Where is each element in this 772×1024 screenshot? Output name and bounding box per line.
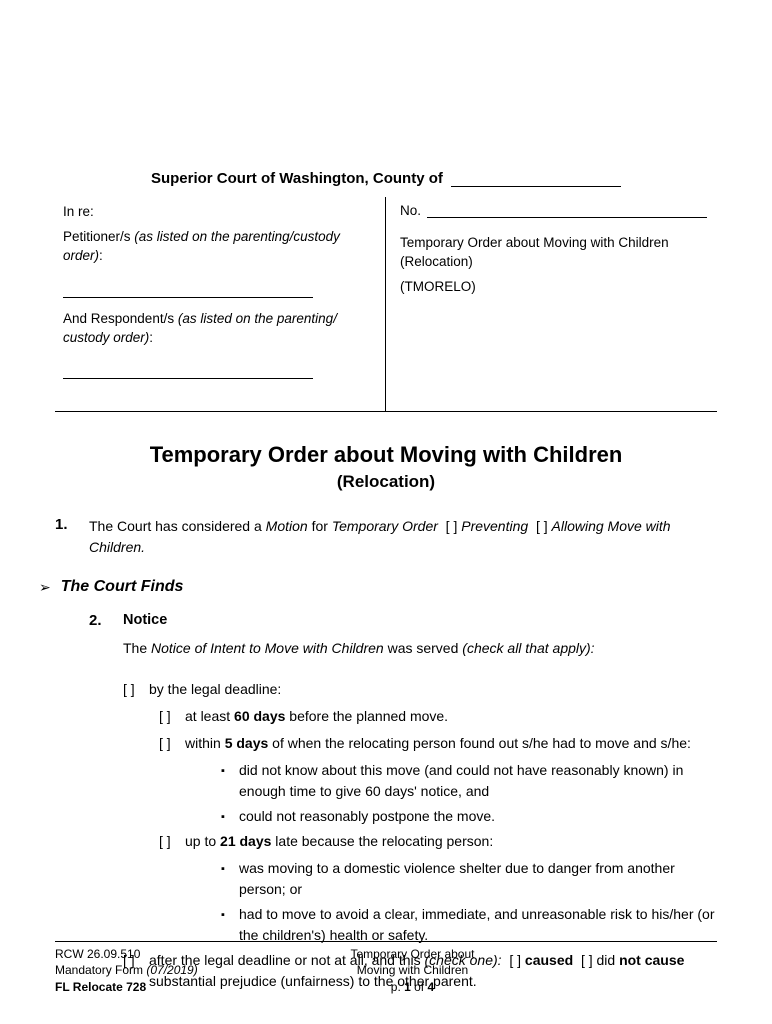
checkbox-5days[interactable]: [ ] <box>159 733 185 754</box>
c2-post: late because the relocating person: <box>271 833 493 849</box>
respondent-blank[interactable] <box>63 363 313 379</box>
fc3b2: 4 <box>427 980 434 994</box>
footer-left: RCW 26.09.510 Mandatory Form (07/2019) F… <box>55 946 280 996</box>
bullet-icon: ▪ <box>221 806 239 827</box>
footer-rcw: RCW 26.09.510 <box>55 946 280 963</box>
page-footer: RCW 26.09.510 Mandatory Form (07/2019) F… <box>55 941 717 996</box>
i2-mid: was served <box>384 640 463 656</box>
c1b-pre: within <box>185 735 225 751</box>
bullet-notknow-text: did not know about this move (and could … <box>239 760 717 802</box>
chk-21days-text: up to 21 days late because the relocatin… <box>185 831 717 852</box>
i2-paren: (check all that apply): <box>462 640 594 656</box>
item1-allow: Allowing <box>552 518 604 534</box>
section-court-finds: ➢ The Court Finds <box>39 578 717 596</box>
c1a-post: before the planned move. <box>285 708 448 724</box>
fc3pre: p. <box>391 980 404 994</box>
i2-pre: The <box>123 640 151 656</box>
bullet-notknow: ▪ did not know about this move (and coul… <box>221 760 717 802</box>
footer-page: p. 1 of 4 <box>280 979 545 996</box>
chk-deadline-text: by the legal deadline: <box>149 679 717 700</box>
chk-deadline: [ ] by the legal deadline: <box>123 679 717 700</box>
checkbox-21days[interactable]: [ ] <box>159 831 185 852</box>
fl2em: (07/2019) <box>146 963 197 977</box>
item-2-num: 2. <box>89 612 123 669</box>
chk-60days: [ ] at least 60 days before the planned … <box>159 706 717 727</box>
item1-temp: Temporary Order <box>332 518 438 534</box>
item-2-heading: Notice <box>123 612 717 628</box>
checkbox-preventing[interactable]: [ ] <box>446 518 458 534</box>
caption-code: (TMORELO) <box>400 278 707 297</box>
in-re: In re: <box>63 203 375 222</box>
bullet-dv: ▪ was moving to a domestic violence shel… <box>221 858 717 900</box>
item-1: 1. The Court has considered a Motion for… <box>55 516 717 558</box>
item-2-intro: The Notice of Intent to Move with Childr… <box>123 638 717 659</box>
caption-box: In re: Petitioner/s (as listed on the pa… <box>55 197 717 412</box>
footer-title1: Temporary Order about <box>280 946 545 963</box>
caption-right: No. Temporary Order about Moving with Ch… <box>386 197 717 411</box>
bullet-dv-text: was moving to a domestic violence shelte… <box>239 858 717 900</box>
caption-desc: Temporary Order about Moving with Childr… <box>400 234 707 272</box>
checkbox-deadline[interactable]: [ ] <box>123 679 149 700</box>
item1-for: for <box>308 518 332 534</box>
c1a-bold: 60 days <box>234 708 285 724</box>
item-1-num: 1. <box>55 516 89 558</box>
court-header: Superior Court of Washington, County of <box>55 170 717 187</box>
item1-motion: Motion <box>266 518 308 534</box>
bullet-postpone: ▪ could not reasonably postpone the move… <box>221 806 717 827</box>
chk-5days-text: within 5 days of when the relocating per… <box>185 733 717 754</box>
item1-prev: Preventing <box>461 518 528 534</box>
main-title: Temporary Order about Moving with Childr… <box>55 442 717 468</box>
sub-title: (Relocation) <box>55 472 717 492</box>
chk-21days: [ ] up to 21 days late because the reloc… <box>159 831 717 852</box>
fc3b: 1 <box>404 980 411 994</box>
court-finds-label: The Court Finds <box>61 578 184 596</box>
item1-pre: The Court has considered a <box>89 518 266 534</box>
fl2pre: Mandatory Form <box>55 963 146 977</box>
footer-right <box>545 946 717 996</box>
county-blank[interactable] <box>451 186 621 187</box>
footer-title2: Moving with Children <box>280 962 545 979</box>
petitioner-line: Petitioner/s (as listed on the parenting… <box>63 228 375 266</box>
c2-bold: 21 days <box>220 833 271 849</box>
c1b-bold: 5 days <box>225 735 269 751</box>
c2-pre: up to <box>185 833 220 849</box>
i2-em: Notice of Intent to Move with Children <box>151 640 384 656</box>
no-label: No. <box>400 203 421 218</box>
chk-5days: [ ] within 5 days of when the relocating… <box>159 733 717 754</box>
c1b-post: of when the relocating person found out … <box>268 735 691 751</box>
footer-center: Temporary Order about Moving with Childr… <box>280 946 545 996</box>
checkbox-allowing[interactable]: [ ] <box>536 518 548 534</box>
arrow-icon: ➢ <box>39 579 51 596</box>
respondent-label: And Respondent/s <box>63 311 178 326</box>
item-2: 2. Notice The Notice of Intent to Move w… <box>89 612 717 669</box>
case-no-blank[interactable] <box>427 204 707 218</box>
caption-left: In re: Petitioner/s (as listed on the pa… <box>55 197 386 411</box>
case-no-line: No. <box>400 203 707 218</box>
chk-60days-text: at least 60 days before the planned move… <box>185 706 717 727</box>
bullet-icon: ▪ <box>221 858 239 900</box>
item-1-content: The Court has considered a Motion for Te… <box>89 516 717 558</box>
petitioner-blank[interactable] <box>63 282 313 298</box>
court-line: Superior Court of Washington, County of <box>151 170 443 187</box>
respondent-line: And Respondent/s (as listed on the paren… <box>63 310 375 348</box>
checkbox-60days[interactable]: [ ] <box>159 706 185 727</box>
petitioner-label: Petitioner/s <box>63 229 134 244</box>
fc3post: of <box>411 980 428 994</box>
footer-form: Mandatory Form (07/2019) <box>55 962 280 979</box>
footer-code: FL Relocate 728 <box>55 979 280 996</box>
bullet-icon: ▪ <box>221 760 239 802</box>
c1a-pre: at least <box>185 708 234 724</box>
bullet-postpone-text: could not reasonably postpone the move. <box>239 806 717 827</box>
